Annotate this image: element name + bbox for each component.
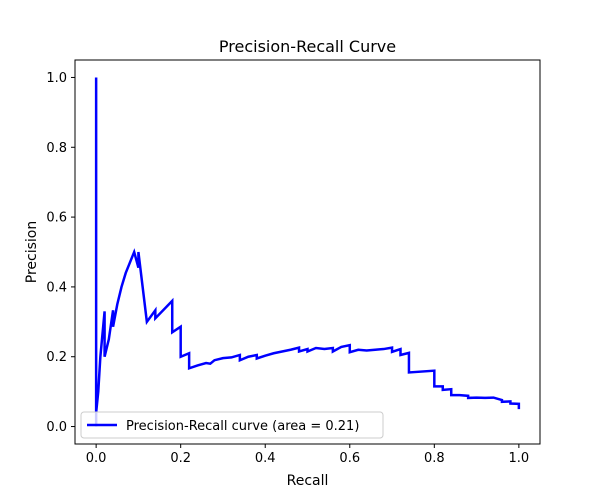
y-tick-label: 0.6 — [46, 211, 67, 226]
y-tick-label: 0.8 — [46, 141, 67, 156]
y-tick-label: 1.0 — [46, 71, 67, 86]
x-tick-label: 0.6 — [339, 451, 360, 466]
legend: Precision-Recall curve (area = 0.21) — [80, 411, 384, 439]
series-line-0 — [94, 77, 521, 427]
x-tick-label: 0.4 — [255, 451, 276, 466]
y-tick-label: 0.4 — [46, 280, 67, 295]
plot-area-frame — [74, 59, 541, 445]
x-axis-label: Recall — [287, 473, 329, 489]
y-tick-label: 0.0 — [46, 420, 67, 435]
x-tick-label: 0.2 — [170, 451, 191, 466]
x-tick-label: 0.0 — [86, 451, 107, 466]
chart-title: Precision-Recall Curve — [219, 37, 396, 56]
y-axis-label: Precision — [24, 221, 40, 283]
legend-label: Precision-Recall curve (area = 0.21) — [126, 419, 359, 434]
x-tick-label: 1.0 — [509, 451, 530, 466]
y-tick-label: 0.2 — [46, 350, 67, 365]
legend-box — [80, 411, 384, 439]
x-tick-label: 0.8 — [424, 451, 445, 466]
